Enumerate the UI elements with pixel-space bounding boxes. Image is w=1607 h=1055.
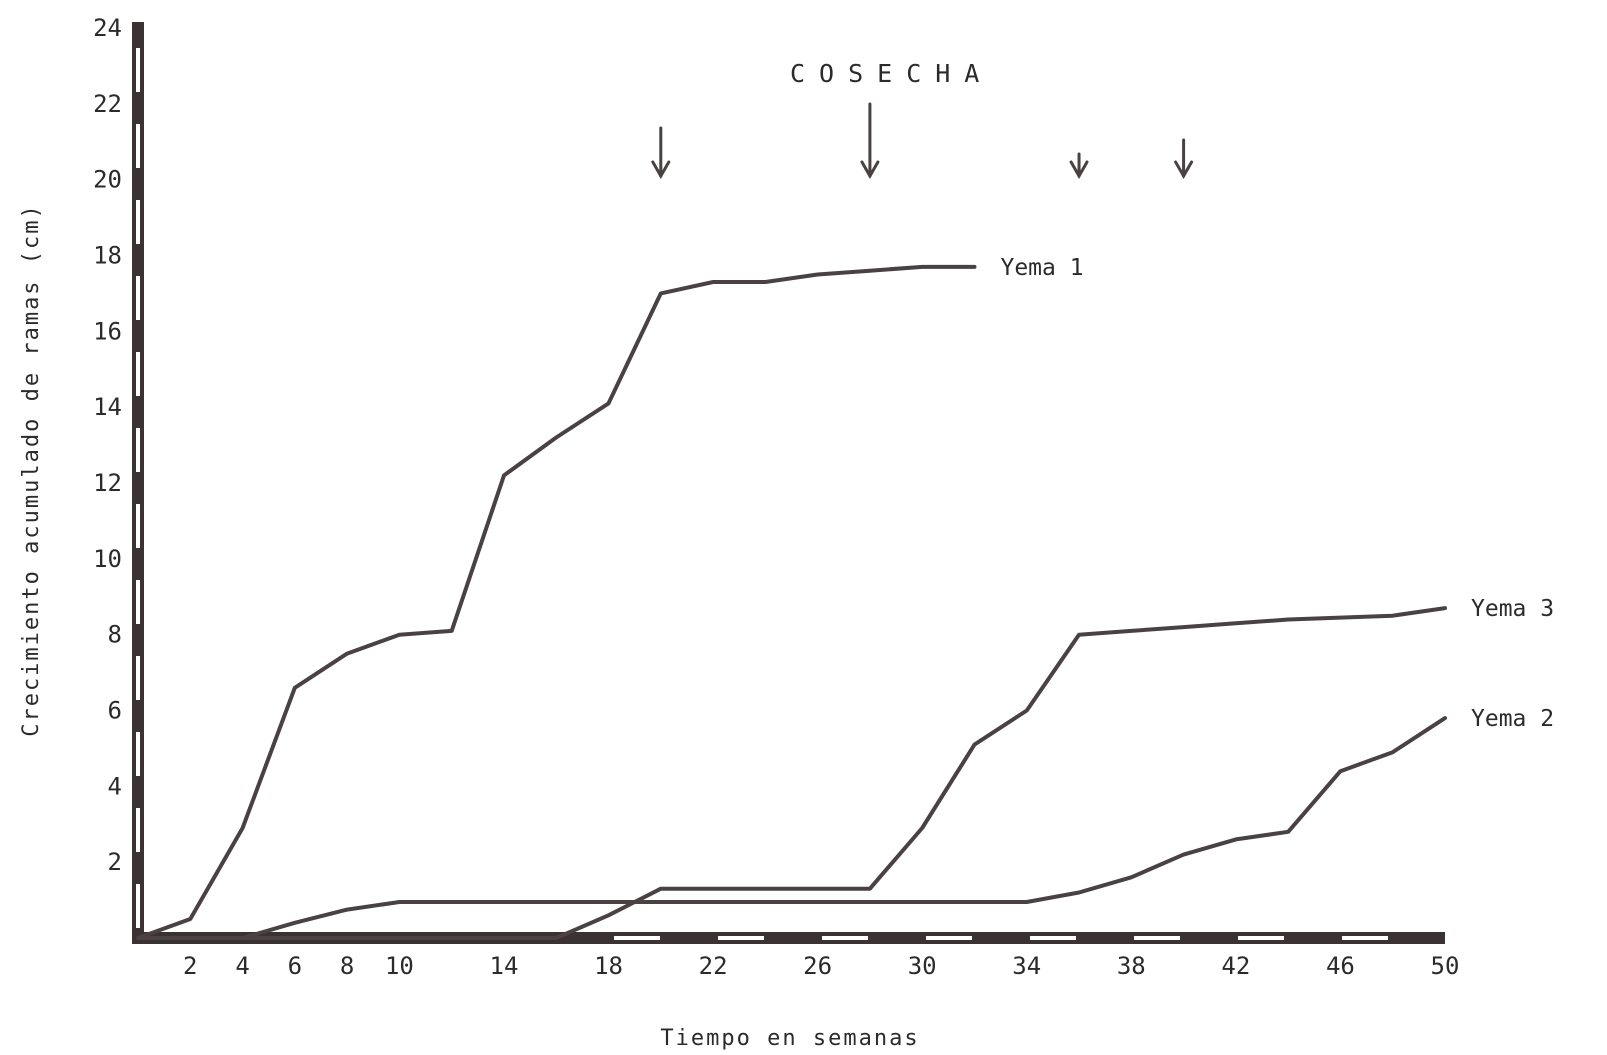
annotation-title: COSECHA: [790, 59, 993, 88]
harvest-annotation: COSECHA: [651, 59, 1194, 180]
y-tick-label: 14: [93, 393, 122, 421]
series-labels: Yema 1 Yema 3 Yema 2: [1000, 255, 1554, 732]
x-tick-label: 46: [1326, 952, 1355, 980]
x-tick-label: 26: [803, 952, 832, 980]
y-tick-label: 6: [108, 697, 122, 725]
x-tick-label: 14: [490, 952, 519, 980]
x-tick-label: 38: [1117, 952, 1146, 980]
y-axis-dash: [136, 200, 140, 244]
x-tick-label: 4: [235, 952, 249, 980]
y-tick-label: 22: [93, 90, 122, 118]
y-tick-label: 10: [93, 545, 122, 573]
series-label: Yema 2: [1471, 706, 1554, 732]
y-axis-dash: [136, 48, 140, 92]
x-axis-dash: [822, 936, 868, 940]
x-axis-dash: [926, 936, 972, 940]
y-tick-label: 18: [93, 242, 122, 270]
x-axis-dash: [1134, 936, 1180, 940]
y-tick-label: 8: [108, 621, 122, 649]
series-lines: [136, 264, 1447, 940]
y-axis-title: Crecimiento acumulado de ramas (cm): [19, 203, 44, 737]
y-tick-label: 12: [93, 469, 122, 497]
y-tick-label: 2: [108, 848, 122, 876]
tick-labels: 2 4 6 8 10 14 18 22 26 30 34 38 42 46 5024681012141618…: [93, 14, 1459, 980]
x-tick-label: 6: [288, 952, 302, 980]
harvest-arrow: [1174, 138, 1194, 180]
y-axis-dash: [136, 808, 140, 852]
series-label: Yema 3: [1471, 596, 1554, 622]
x-tick-label: 10: [385, 952, 414, 980]
x-axis-dash: [1238, 936, 1284, 940]
series-line-yema-1: [136, 264, 977, 940]
y-tick-label: 4: [108, 772, 122, 800]
y-axis-dash: [136, 656, 140, 700]
series-label: Yema 1: [1000, 255, 1083, 281]
y-axis-dash: [136, 428, 140, 472]
y-tick-label: 20: [93, 166, 122, 194]
y-axis-dash: [136, 352, 140, 396]
x-tick-label: 50: [1431, 952, 1460, 980]
y-tick-label: 16: [93, 317, 122, 345]
harvest-arrow: [1069, 152, 1089, 180]
y-axis-dash: [136, 276, 140, 320]
x-axis-line: [132, 932, 1445, 944]
y-tick-label: 24: [93, 14, 122, 42]
y-axis-dash: [136, 884, 140, 928]
series-line-yema-3: [136, 606, 1447, 940]
x-axis-dash: [718, 936, 764, 940]
x-axis-dash: [614, 936, 660, 940]
y-axis-dash: [136, 504, 140, 548]
y-axis-line: [132, 22, 144, 944]
x-axis-dash: [1342, 936, 1388, 940]
x-axis-dash: [1030, 936, 1076, 940]
x-tick-label: 42: [1221, 952, 1250, 980]
series-line-yema-2: [136, 716, 1447, 940]
x-tick-label: 18: [594, 952, 623, 980]
x-axis-title: Tiempo en semanas: [660, 1026, 919, 1051]
x-tick-label: 30: [908, 952, 937, 980]
y-axis-dash: [136, 732, 140, 776]
x-tick-label: 8: [340, 952, 354, 980]
axes: [132, 22, 1445, 944]
x-tick-label: 34: [1012, 952, 1041, 980]
x-tick-label: 2: [183, 952, 197, 980]
y-axis-dash: [136, 580, 140, 624]
harvest-arrow: [860, 102, 880, 180]
x-tick-label: 22: [699, 952, 728, 980]
harvest-arrow: [651, 126, 671, 180]
y-axis-dash: [136, 124, 140, 168]
